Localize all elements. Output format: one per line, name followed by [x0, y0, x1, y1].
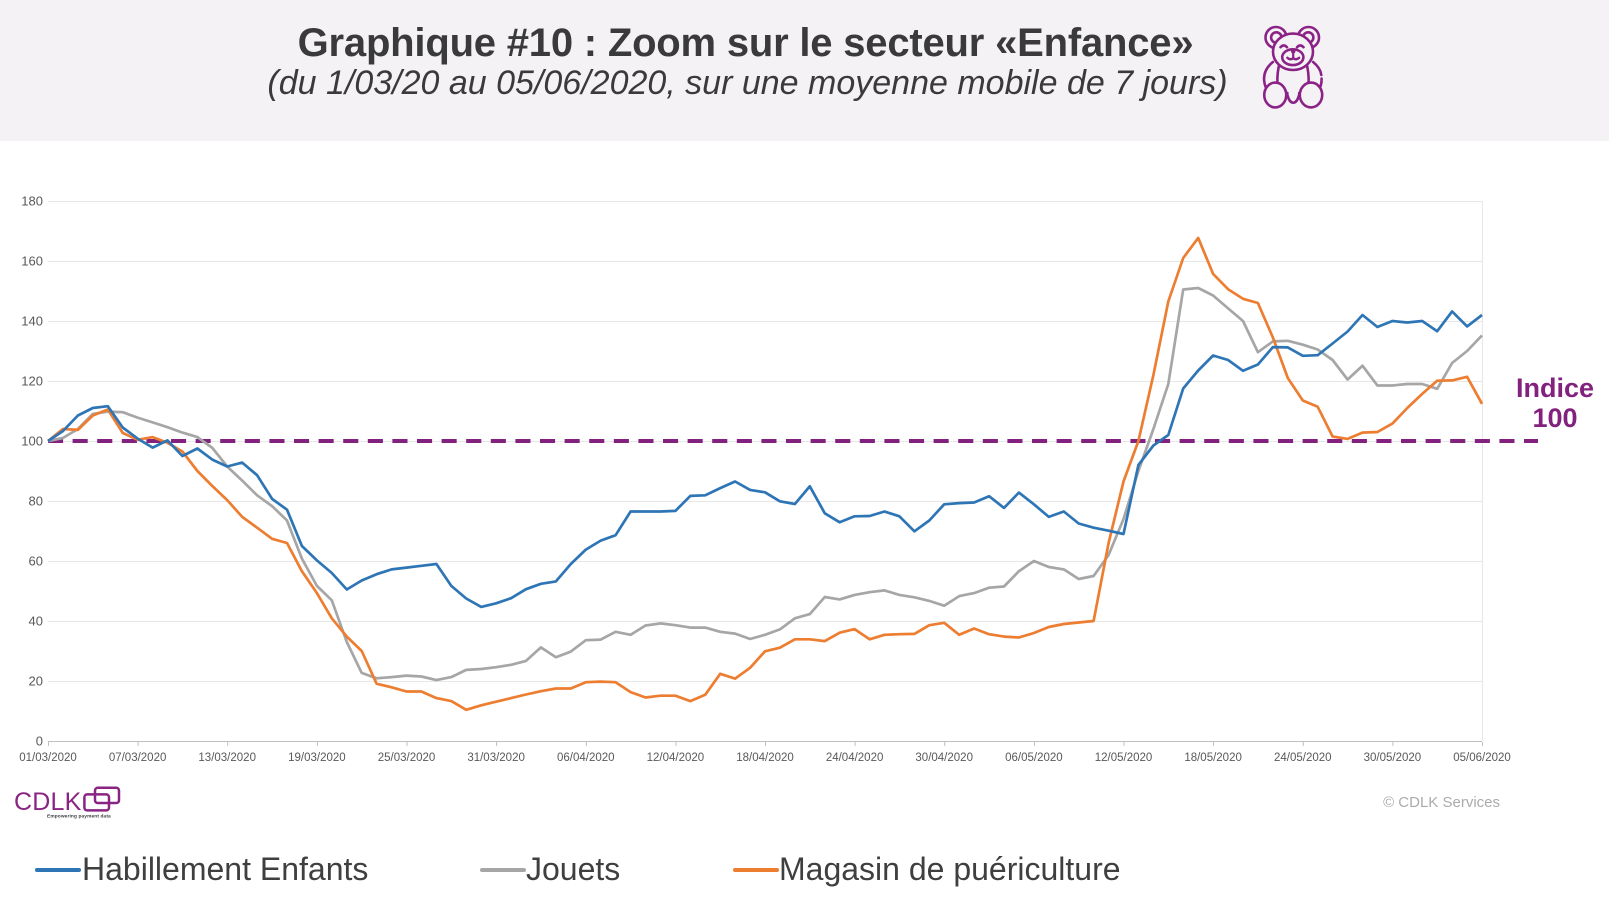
svg-text:60: 60 — [29, 554, 43, 569]
svg-text:05/06/2020: 05/06/2020 — [1453, 752, 1511, 764]
svg-text:100: 100 — [21, 434, 43, 449]
svg-text:12/04/2020: 12/04/2020 — [647, 752, 705, 764]
svg-text:01/03/2020: 01/03/2020 — [19, 752, 77, 764]
svg-text:40: 40 — [29, 614, 43, 629]
svg-text:0: 0 — [36, 734, 43, 749]
svg-text:30/05/2020: 30/05/2020 — [1364, 752, 1422, 764]
svg-text:24/05/2020: 24/05/2020 — [1274, 752, 1332, 764]
svg-text:25/03/2020: 25/03/2020 — [378, 752, 436, 764]
svg-text:80: 80 — [29, 494, 43, 509]
svg-text:18/04/2020: 18/04/2020 — [736, 752, 794, 764]
svg-text:160: 160 — [21, 254, 43, 269]
svg-text:180: 180 — [21, 194, 43, 209]
svg-text:13/03/2020: 13/03/2020 — [198, 752, 256, 764]
svg-text:20: 20 — [29, 674, 43, 689]
svg-text:06/05/2020: 06/05/2020 — [1005, 752, 1063, 764]
svg-text:12/05/2020: 12/05/2020 — [1095, 752, 1153, 764]
svg-text:18/05/2020: 18/05/2020 — [1184, 752, 1242, 764]
svg-text:24/04/2020: 24/04/2020 — [826, 752, 884, 764]
svg-text:19/03/2020: 19/03/2020 — [288, 752, 346, 764]
svg-text:06/04/2020: 06/04/2020 — [557, 752, 615, 764]
svg-text:30/04/2020: 30/04/2020 — [915, 752, 973, 764]
svg-text:140: 140 — [21, 314, 43, 329]
svg-text:120: 120 — [21, 374, 43, 389]
svg-text:07/03/2020: 07/03/2020 — [109, 752, 167, 764]
svg-text:31/03/2020: 31/03/2020 — [467, 752, 525, 764]
